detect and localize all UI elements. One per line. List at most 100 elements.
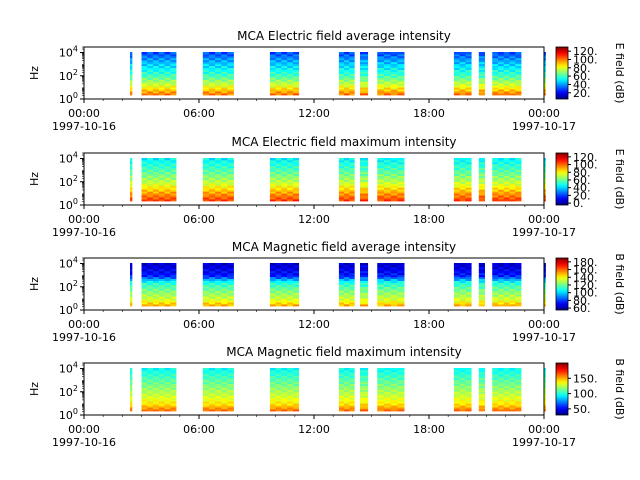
- heatmap-cell: [269, 278, 277, 281]
- heatmap-cell: [492, 280, 499, 283]
- heatmap-cell: [275, 183, 282, 186]
- heatmap-cell: [269, 79, 277, 82]
- heatmap-cell: [383, 183, 392, 186]
- heatmap-cell: [287, 302, 294, 305]
- heatmap-cell: [215, 197, 222, 200]
- heatmap-cell: [498, 167, 505, 171]
- heatmap-cell: [465, 383, 472, 386]
- heatmap-cell: [269, 85, 277, 88]
- heatmap-cell: [390, 163, 398, 167]
- heatmap-cell: [147, 158, 154, 161]
- heatmap-cell: [349, 73, 355, 76]
- heatmap-cell: [170, 57, 177, 61]
- colorbar: 60.80.100.120.140.160.180. B field (dB): [555, 253, 626, 315]
- heatmap-cell: [377, 377, 385, 381]
- heatmap-cell: [515, 276, 522, 280]
- heatmap-cell: [498, 264, 505, 268]
- heatmap-cell: [344, 81, 350, 84]
- heatmap-cell: [275, 294, 282, 297]
- heatmap-cell: [515, 300, 522, 303]
- heatmap-cell: [338, 373, 345, 377]
- heatmap-cell: [202, 389, 210, 392]
- heatmap-cell: [453, 278, 461, 281]
- colorbar: 20.40.60.80.100.120. E field (dB): [555, 43, 626, 103]
- heatmap-cell: [453, 302, 461, 305]
- heatmap-cell: [478, 159, 485, 163]
- heatmap-cell: [202, 199, 210, 202]
- heatmap-cell: [164, 263, 171, 266]
- heatmap-cell: [515, 163, 522, 167]
- data-interval: [453, 158, 472, 202]
- heatmap-cell: [170, 61, 177, 65]
- heatmap-cell: [141, 85, 148, 88]
- heatmap-cell: [141, 379, 148, 383]
- heatmap-cell: [503, 399, 510, 402]
- heatmap-cell: [515, 387, 522, 390]
- heatmap-cell: [158, 280, 165, 283]
- heatmap-cell: [275, 300, 282, 303]
- heatmap-cell: [158, 61, 165, 65]
- heatmap-cell: [227, 280, 234, 283]
- heatmap-cell: [377, 405, 385, 408]
- heatmap-cell: [377, 189, 385, 192]
- heatmap-cell: [383, 65, 392, 69]
- heatmap-cell: [498, 266, 505, 270]
- heatmap-cell: [141, 401, 148, 404]
- heatmap-cell: [147, 405, 154, 408]
- heatmap-cell: [377, 280, 385, 283]
- heatmap-cell: [269, 373, 277, 377]
- heatmap-cell: [390, 61, 398, 65]
- heatmap-cell: [202, 272, 210, 276]
- heatmap-cell: [397, 399, 405, 402]
- heatmap-cell: [221, 264, 228, 268]
- heatmap-cell: [287, 199, 294, 202]
- heatmap-cell: [498, 73, 505, 76]
- heatmap-cell: [208, 185, 216, 188]
- heatmap-cell: [390, 69, 398, 72]
- heatmap-cell: [344, 379, 350, 383]
- heatmap-cell: [344, 159, 350, 163]
- colorbar-gradient: [555, 46, 569, 100]
- heatmap-cell: [287, 52, 294, 55]
- heatmap-cell: [515, 83, 522, 86]
- heatmap-cell: [465, 85, 472, 88]
- heatmap-cell: [503, 263, 510, 266]
- heatmap-cell: [453, 173, 461, 176]
- heatmap-cell: [269, 159, 277, 163]
- heatmap-cell: [215, 397, 222, 400]
- heatmap-cell: [227, 65, 234, 69]
- heatmap-cell: [158, 177, 165, 180]
- heatmap-cell: [509, 403, 516, 406]
- heatmap-cell: [515, 264, 522, 268]
- heatmap-cell: [153, 189, 160, 192]
- heatmap-cell: [377, 71, 385, 74]
- heatmap-cell: [544, 302, 546, 305]
- heatmap-cell: [170, 177, 177, 180]
- heatmap-cell: [515, 399, 522, 402]
- heatmap-cell: [344, 266, 350, 270]
- heatmap-cell: [465, 91, 472, 94]
- heatmap-cell: [459, 377, 466, 381]
- heatmap-cell: [498, 294, 505, 297]
- heatmap-cell: [338, 399, 345, 402]
- heatmap-cell: [215, 373, 222, 377]
- heatmap-cell: [202, 158, 210, 161]
- heatmap-cell: [281, 187, 288, 190]
- heatmap-cell: [281, 379, 288, 383]
- heatmap-cell: [383, 169, 392, 173]
- heatmap-cell: [390, 389, 398, 392]
- heatmap-cell: [498, 177, 505, 180]
- heatmap-cell: [275, 199, 282, 202]
- heatmap-cell: [360, 373, 369, 377]
- heatmap-cell: [459, 181, 466, 184]
- heatmap-cell: [503, 183, 510, 186]
- heatmap-cell: [202, 57, 210, 61]
- heatmap-cell: [275, 158, 282, 161]
- colorbar-gradient: [555, 152, 569, 206]
- heatmap-cell: [164, 375, 171, 379]
- heatmap-cell: [465, 302, 472, 305]
- heatmap-cell: [227, 81, 234, 84]
- heatmap-cell: [338, 280, 345, 283]
- heatmap-cell: [275, 403, 282, 406]
- heatmap-cell: [498, 181, 505, 184]
